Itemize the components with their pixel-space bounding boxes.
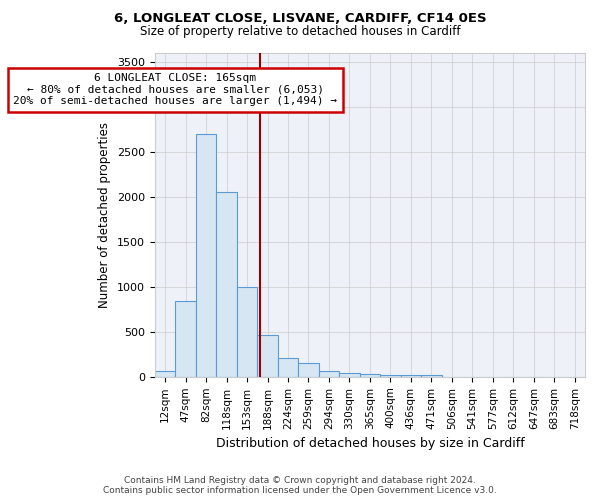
X-axis label: Distribution of detached houses by size in Cardiff: Distribution of detached houses by size … — [215, 437, 524, 450]
Bar — [217, 192, 237, 377]
Bar — [380, 375, 401, 377]
Bar — [237, 286, 257, 377]
Bar — [339, 373, 359, 377]
Bar — [421, 374, 442, 377]
Text: 6, LONGLEAT CLOSE, LISVANE, CARDIFF, CF14 0ES: 6, LONGLEAT CLOSE, LISVANE, CARDIFF, CF1… — [113, 12, 487, 26]
Bar — [401, 376, 421, 377]
Bar — [196, 134, 217, 377]
Bar — [319, 372, 339, 377]
Text: Contains HM Land Registry data © Crown copyright and database right 2024.
Contai: Contains HM Land Registry data © Crown c… — [103, 476, 497, 495]
Bar — [359, 374, 380, 377]
Text: 6 LONGLEAT CLOSE: 165sqm
← 80% of detached houses are smaller (6,053)
20% of sem: 6 LONGLEAT CLOSE: 165sqm ← 80% of detach… — [13, 73, 337, 106]
Bar — [155, 372, 175, 377]
Bar — [175, 301, 196, 377]
Text: Size of property relative to detached houses in Cardiff: Size of property relative to detached ho… — [140, 25, 460, 38]
Bar — [298, 364, 319, 377]
Bar — [257, 336, 278, 377]
Bar — [278, 358, 298, 377]
Y-axis label: Number of detached properties: Number of detached properties — [98, 122, 112, 308]
